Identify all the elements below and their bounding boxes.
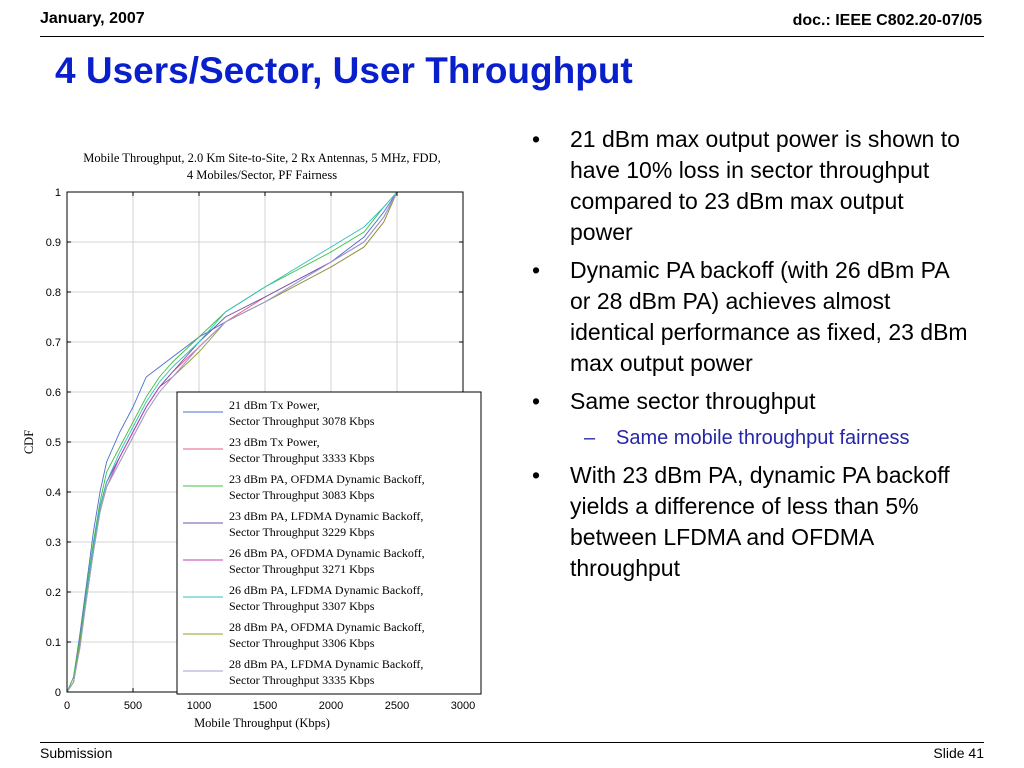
legend-entry-label: 23 dBm PA, LFDMA Dynamic Backoff, [229, 509, 423, 523]
header-doc-id: doc.: IEEE C802.20-07/05 [792, 12, 982, 29]
bullet-item: Same sector throughput [532, 386, 972, 417]
y-tick-label: 0.1 [46, 637, 61, 649]
y-tick-label: 0.4 [46, 487, 61, 499]
header-divider [40, 36, 984, 37]
legend-entry-throughput: Sector Throughput 3335 Kbps [229, 673, 375, 687]
bullet-item: With 23 dBm PA, dynamic PA backoff yield… [532, 460, 972, 584]
x-tick-label: 1500 [253, 700, 277, 712]
x-tick-label: 2500 [385, 700, 409, 712]
y-tick-label: 0.5 [46, 437, 61, 449]
legend-entry-label: 28 dBm PA, LFDMA Dynamic Backoff, [229, 657, 423, 671]
legend-entry-label: 26 dBm PA, LFDMA Dynamic Backoff, [229, 583, 423, 597]
y-tick-label: 0.7 [46, 337, 61, 349]
legend-entry-label: 21 dBm Tx Power, [229, 398, 320, 412]
series-line-3 [66, 191, 398, 693]
throughput-cdf-chart: Mobile Throughput, 2.0 Km Site-to-Site, … [22, 151, 482, 730]
legend-entry-throughput: Sector Throughput 3078 Kbps [229, 414, 375, 428]
bullet-item: 21 dBm max output power is shown to have… [532, 124, 972, 248]
y-axis-label: CDF [22, 430, 36, 454]
y-tick-label: 0.2 [46, 587, 61, 599]
legend-entry-throughput: Sector Throughput 3333 Kbps [229, 451, 375, 465]
x-tick-label: 1000 [187, 700, 211, 712]
y-tick-label: 0.6 [46, 387, 61, 399]
chart-series-group [66, 191, 398, 693]
chart-axes: 0 500 1000 1500 2000 2500 3000 0 0.1 0.2 0.3 0.4 0.5… [46, 187, 476, 712]
legend-entry-label: 23 dBm PA, OFDMA Dynamic Backoff, [229, 472, 425, 486]
sub-bullet-item: Same mobile throughput fairness [532, 424, 972, 453]
legend-entry-throughput: Sector Throughput 3229 Kbps [229, 525, 375, 539]
y-tick-label: 0.9 [46, 237, 61, 249]
series-line-6 [66, 191, 398, 693]
x-axis-label: Mobile Throughput (Kbps) [194, 716, 330, 730]
slide-title: 4 Users/Sector, User Throughput [55, 50, 633, 91]
legend-box [176, 391, 482, 695]
footer-slide-number: Slide 41 [933, 745, 984, 761]
legend-entry-label: 26 dBm PA, OFDMA Dynamic Backoff, [229, 546, 425, 560]
legend-entry-throughput: Sector Throughput 3083 Kbps [229, 488, 375, 502]
y-tick-label: 0.8 [46, 287, 61, 299]
chart-subtitle: 4 Mobiles/Sector, PF Fairness [187, 168, 337, 182]
bullet-item: Dynamic PA backoff (with 26 dBm PA or 28… [532, 255, 972, 379]
footer-submission: Submission [40, 745, 113, 761]
series-line-8 [66, 191, 398, 693]
y-tick-label: 0 [55, 687, 61, 699]
chart-title: Mobile Throughput, 2.0 Km Site-to-Site, … [83, 151, 440, 165]
legend-entry-label: 23 dBm Tx Power, [229, 435, 320, 449]
legend-entry-throughput: Sector Throughput 3306 Kbps [229, 636, 375, 650]
legend-entry-throughput: Sector Throughput 3307 Kbps [229, 599, 375, 613]
x-tick-label: 0 [64, 700, 70, 712]
y-tick-label: 1 [55, 187, 61, 199]
legend-entry-throughput: Sector Throughput 3271 Kbps [229, 562, 375, 576]
bullet-list: 21 dBm max output power is shown to have… [532, 124, 972, 591]
legend-entry-label: 28 dBm PA, OFDMA Dynamic Backoff, [229, 620, 425, 634]
chart-legend: 21 dBm Tx Power, Sector Throughput 3078 K… [176, 391, 482, 695]
footer-divider [40, 742, 984, 743]
y-tick-label: 0.3 [46, 537, 61, 549]
x-tick-label: 3000 [451, 700, 475, 712]
x-tick-label: 500 [124, 700, 142, 712]
header-date: January, 2007 [40, 10, 145, 27]
x-tick-label: 2000 [319, 700, 343, 712]
